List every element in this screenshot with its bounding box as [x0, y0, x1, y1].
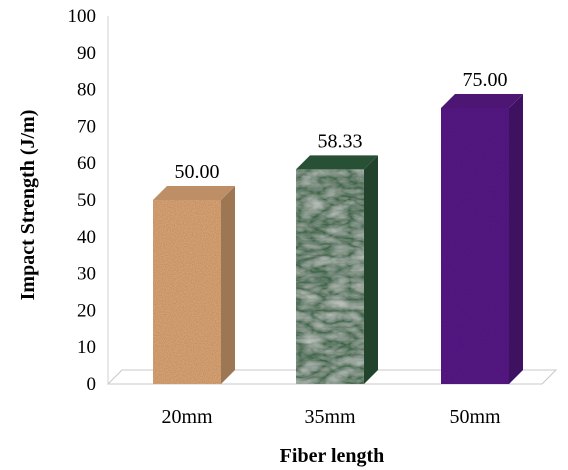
- data-label: 58.33: [318, 130, 363, 152]
- x-tick-label: 20mm: [161, 406, 213, 428]
- bar: [296, 155, 378, 384]
- bar-top-face: [296, 155, 378, 170]
- bar-side-face: [509, 94, 523, 384]
- y-tick-label: 80: [77, 80, 96, 101]
- y-tick-label: 100: [68, 6, 97, 27]
- y-tick-label: 10: [77, 337, 96, 358]
- data-label: 50.00: [175, 161, 220, 183]
- bar: [153, 186, 235, 384]
- y-tick-label: 20: [77, 300, 96, 321]
- bar-side-face: [221, 186, 235, 384]
- bar-side-face: [364, 155, 378, 384]
- bar-top-face: [153, 186, 235, 200]
- bar: [441, 94, 523, 384]
- bar-front-face: [296, 169, 364, 384]
- x-tick-label: 35mm: [304, 406, 356, 428]
- y-tick-label: 40: [77, 227, 96, 248]
- y-tick-label: 50: [77, 190, 96, 211]
- y-tick-label: 30: [77, 264, 96, 285]
- y-axis-title: Impact Strength (J/m): [17, 110, 39, 301]
- bar-front-face: [441, 108, 509, 384]
- y-tick-label: 70: [77, 116, 96, 137]
- y-tick-label: 0: [87, 374, 97, 395]
- bar-top-face: [441, 94, 523, 108]
- y-tick-label: 60: [77, 153, 96, 174]
- data-label: 75.00: [463, 69, 508, 91]
- x-axis-title: Fiber length: [280, 445, 385, 467]
- y-tick-label: 90: [77, 43, 96, 64]
- bar-front-face: [153, 200, 221, 384]
- x-tick-label: 50mm: [449, 406, 501, 428]
